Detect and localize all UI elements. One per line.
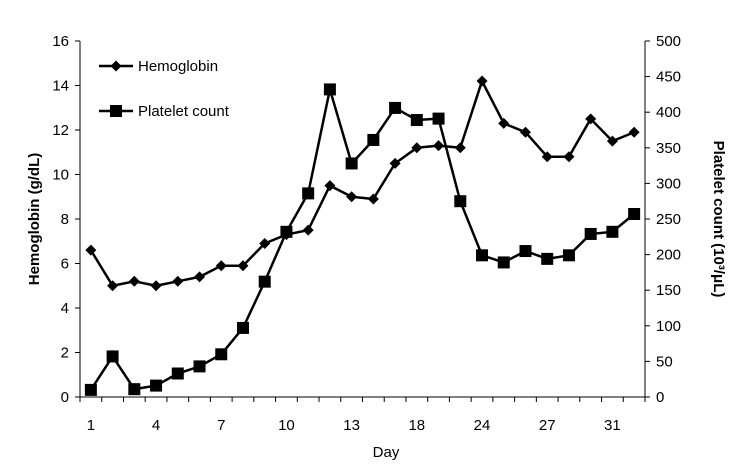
platelet-count-point (541, 252, 554, 265)
platelet-count-point (389, 101, 402, 114)
hemoglobin-point (302, 224, 314, 236)
hemoglobin-point (389, 157, 401, 169)
hemoglobin-point (433, 140, 445, 152)
platelet-count-point (215, 348, 228, 361)
hemoglobin-point (563, 151, 575, 163)
right-tick-label: 200 (656, 247, 681, 264)
platelet-count-point (345, 157, 358, 170)
legend-entry-hemoglobin: Hemoglobin (99, 58, 218, 75)
legend-marker-platelet-count (110, 105, 122, 117)
hemoglobin-point (628, 126, 640, 138)
platelet-count-point (367, 133, 380, 146)
platelet-count-series (84, 83, 641, 396)
platelet-count-point (454, 195, 467, 208)
platelet-count-point (432, 112, 445, 125)
right-y-axis-title: Platelet count (10³/μL) (710, 141, 727, 298)
x-tick-label: 1 (87, 417, 95, 434)
x-tick-label: 31 (604, 417, 621, 434)
right-tick-label: 350 (656, 140, 681, 157)
platelet-count-point (628, 208, 641, 221)
platelet-count-point (236, 321, 249, 334)
legend-label-hemoglobin: Hemoglobin (138, 58, 218, 75)
series-layer (84, 75, 641, 396)
legend: Hemoglobin Platelet count (99, 58, 230, 120)
right-tick-label: 300 (656, 175, 681, 192)
hemoglobin-point (498, 117, 510, 129)
hemoglobin-point (411, 142, 423, 154)
hemoglobin-point (346, 191, 358, 203)
right-tick-label: 400 (656, 104, 681, 121)
platelet-count-line (89, 88, 635, 391)
hemoglobin-point (194, 271, 206, 283)
hemoglobin-point (150, 280, 162, 292)
legend-label-platelet-count: Platelet count (138, 103, 230, 120)
platelet-count-point (606, 225, 619, 238)
right-y-axis: 0 50 100 150 200 250 300 350 400 450 500 (644, 33, 681, 406)
platelet-count-point (584, 227, 597, 240)
hemoglobin-point (541, 151, 553, 163)
platelet-count-point (128, 383, 141, 396)
right-tick-label: 0 (656, 389, 664, 406)
x-axis-title: Day (373, 444, 400, 461)
hemoglobin-point (454, 142, 466, 154)
left-tick-label: 16 (52, 33, 69, 50)
right-tick-label: 150 (656, 282, 681, 299)
hemoglobin-series (85, 75, 640, 292)
x-tick-label: 10 (278, 417, 295, 434)
hemoglobin-point (476, 75, 488, 87)
hemoglobin-point (259, 237, 271, 249)
hemoglobin-point (324, 180, 336, 192)
platelet-count-point (410, 114, 423, 127)
platelet-count-point (562, 249, 575, 262)
left-tick-label: 14 (52, 78, 69, 95)
platelet-count-point (258, 275, 271, 288)
right-tick-label: 450 (656, 69, 681, 86)
left-tick-label: 4 (61, 300, 69, 317)
hemoglobin-point (585, 113, 597, 125)
left-tick-label: 2 (61, 345, 69, 362)
left-tick-label: 6 (61, 256, 69, 273)
x-tick-label: 24 (474, 417, 491, 434)
legend-entry-platelet-count: Platelet count (99, 103, 230, 120)
right-tick-label: 500 (656, 33, 681, 50)
platelet-count-point (84, 383, 97, 396)
platelet-count-point (323, 83, 336, 96)
left-tick-label: 10 (52, 167, 69, 184)
hemoglobin-point (128, 275, 140, 287)
left-y-axis: 0 2 4 6 8 10 12 14 16 (52, 33, 81, 406)
hemoglobin-point (606, 135, 618, 147)
legend-marker-hemoglobin (110, 60, 122, 72)
x-tick-label: 7 (217, 417, 225, 434)
platelet-count-point (497, 256, 510, 269)
platelet-count-point (106, 350, 119, 363)
platelet-count-point (171, 367, 184, 380)
platelet-count-point (476, 249, 489, 262)
right-tick-label: 100 (656, 318, 681, 335)
hemoglobin-point (237, 260, 249, 272)
hemoglobin-point (367, 193, 379, 205)
x-tick-label: 27 (539, 417, 556, 434)
x-tick-label: 13 (343, 417, 360, 434)
hemoglobin-point (215, 260, 227, 272)
right-tick-label: 250 (656, 211, 681, 228)
platelet-count-point (150, 379, 163, 392)
x-tick-label: 18 (408, 417, 425, 434)
left-tick-label: 12 (52, 122, 69, 139)
platelet-count-point (193, 360, 206, 373)
left-tick-label: 0 (61, 389, 69, 406)
left-tick-label: 8 (61, 211, 69, 228)
platelet-count-point (519, 245, 532, 258)
x-tick-label: 4 (152, 417, 160, 434)
platelet-count-point (302, 187, 315, 200)
left-y-axis-title: Hemoglobin (g/dL) (26, 153, 43, 285)
hemoglobin-point (172, 275, 184, 287)
hemoglobin-point (107, 280, 119, 292)
hemoglobin-point (85, 244, 97, 256)
right-tick-label: 50 (656, 353, 673, 370)
x-axis: 1 4 7 10 13 18 24 27 31 (79, 396, 646, 434)
platelet-count-point (280, 225, 293, 238)
hemoglobin-point (519, 126, 531, 138)
